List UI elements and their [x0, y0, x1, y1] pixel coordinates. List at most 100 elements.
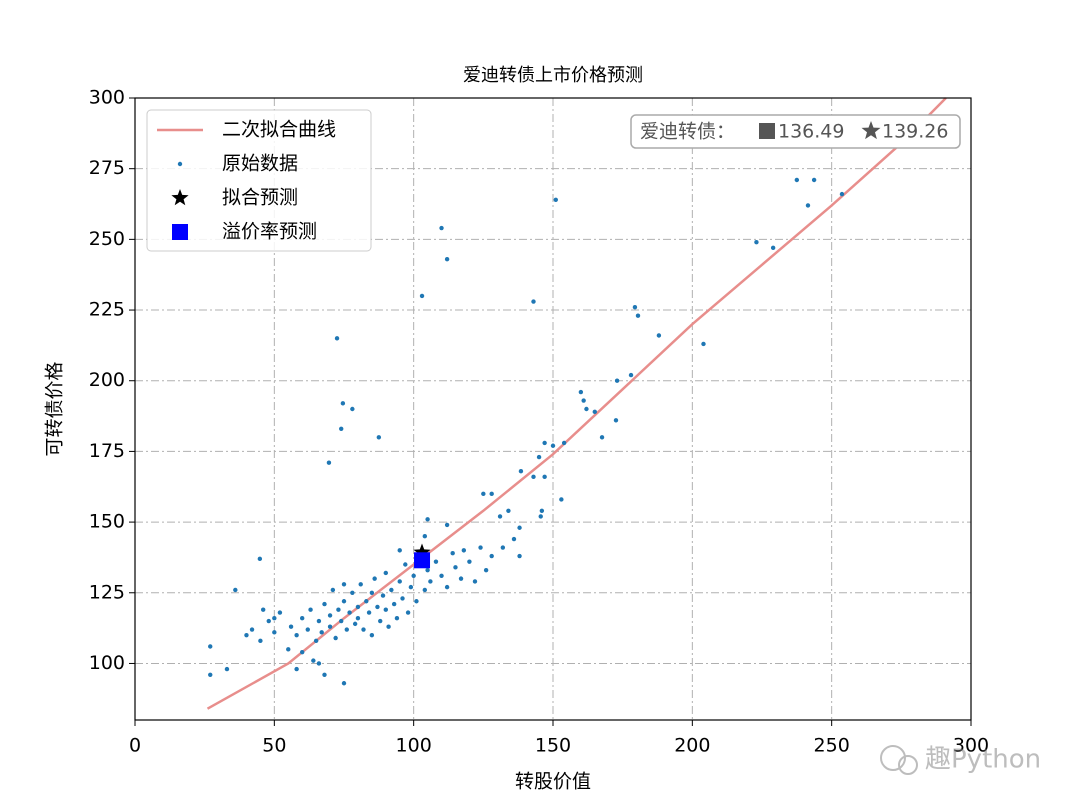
y-tick-label: 275: [89, 157, 125, 179]
data-point: [372, 576, 377, 581]
annotation-square-icon: [759, 123, 775, 139]
data-point: [419, 293, 425, 299]
data-point: [339, 618, 344, 624]
data-point: [224, 666, 230, 672]
annotation-square-value: 136.49: [778, 121, 844, 143]
x-tick-label: 300: [953, 735, 989, 757]
data-point: [369, 590, 375, 595]
data-point: [311, 658, 316, 663]
y-tick-label: 250: [89, 228, 125, 250]
data-point: [811, 177, 817, 183]
y-tick-label: 100: [89, 652, 125, 674]
data-point: [614, 378, 620, 383]
data-point: [444, 256, 450, 262]
data-point: [489, 491, 494, 497]
data-point: [461, 548, 467, 553]
data-point: [375, 604, 380, 610]
data-point: [613, 418, 619, 423]
data-point: [327, 613, 333, 618]
data-point: [539, 508, 545, 513]
data-point: [352, 621, 358, 627]
data-point: [425, 567, 430, 573]
data-point: [333, 635, 338, 641]
data-point: [383, 607, 388, 612]
data-point: [330, 587, 336, 593]
data-point: [344, 627, 349, 632]
y-tick-label: 150: [89, 511, 125, 533]
data-point: [334, 336, 340, 341]
data-point: [500, 545, 506, 550]
data-point: [444, 522, 450, 528]
data-point: [408, 584, 414, 590]
data-point: [397, 579, 402, 584]
y-tick-label: 125: [89, 581, 125, 603]
data-point: [369, 632, 375, 638]
data-point: [839, 191, 845, 197]
annotation-box: [630, 114, 961, 149]
data-point: [422, 534, 428, 539]
data-point: [444, 584, 450, 590]
data-point: [489, 553, 494, 559]
data-point: [326, 460, 332, 465]
data-point: [257, 556, 263, 562]
square-point: [414, 552, 431, 569]
data-point: [632, 305, 638, 310]
data-point: [347, 610, 352, 615]
data-point: [511, 536, 517, 542]
data-point: [258, 638, 263, 644]
data-point: [483, 567, 489, 573]
data-point: [805, 203, 811, 208]
legend-box: [146, 109, 372, 252]
data-point: [397, 548, 402, 553]
data-point: [294, 632, 299, 638]
data-point: [411, 573, 416, 579]
data-point: [439, 225, 444, 231]
data-point: [506, 508, 511, 513]
ticks: 0 50 100 150 200 250 300 100 125 150 175 200 225 250 2…: [89, 87, 989, 757]
data-point: [355, 604, 361, 610]
data-point: [341, 599, 347, 604]
data-point: [376, 435, 382, 440]
data-point: [481, 491, 486, 497]
data-point: [405, 610, 411, 615]
data-point: [538, 514, 543, 519]
x-tick-label: 0: [129, 735, 141, 757]
data-point: [754, 239, 759, 245]
data-point: [341, 582, 347, 587]
data-point: [364, 599, 369, 604]
data-point: [319, 630, 324, 635]
data-point: [300, 616, 305, 621]
data-point: [322, 601, 327, 607]
data-point: [599, 435, 605, 440]
data-point: [439, 573, 444, 579]
data-point: [277, 610, 283, 615]
data-point: [584, 406, 589, 412]
data-point: [316, 661, 322, 666]
data-point: [336, 607, 341, 612]
data-point: [635, 313, 641, 318]
data-point: [425, 517, 430, 522]
data-point: [272, 630, 277, 635]
data-point: [389, 587, 394, 593]
annotation-star-icon: [861, 121, 881, 140]
data-point: [316, 618, 322, 624]
data-point: [561, 440, 567, 446]
data-point: [559, 497, 564, 502]
data-point: [794, 177, 800, 183]
data-point: [433, 559, 439, 564]
data-point: [701, 341, 706, 347]
data-point: [450, 550, 455, 556]
data-point: [308, 607, 313, 612]
data-point: [272, 616, 277, 621]
data-point: [249, 627, 255, 632]
x-tick-label: 100: [396, 735, 432, 757]
legend-swatch: [172, 224, 188, 240]
data-point: [350, 406, 355, 412]
data-point: [531, 299, 536, 304]
legend-swatch: [177, 161, 183, 167]
data-point: [386, 624, 391, 629]
data-point: [339, 426, 344, 431]
data-point: [233, 587, 238, 593]
data-point: [517, 525, 522, 530]
